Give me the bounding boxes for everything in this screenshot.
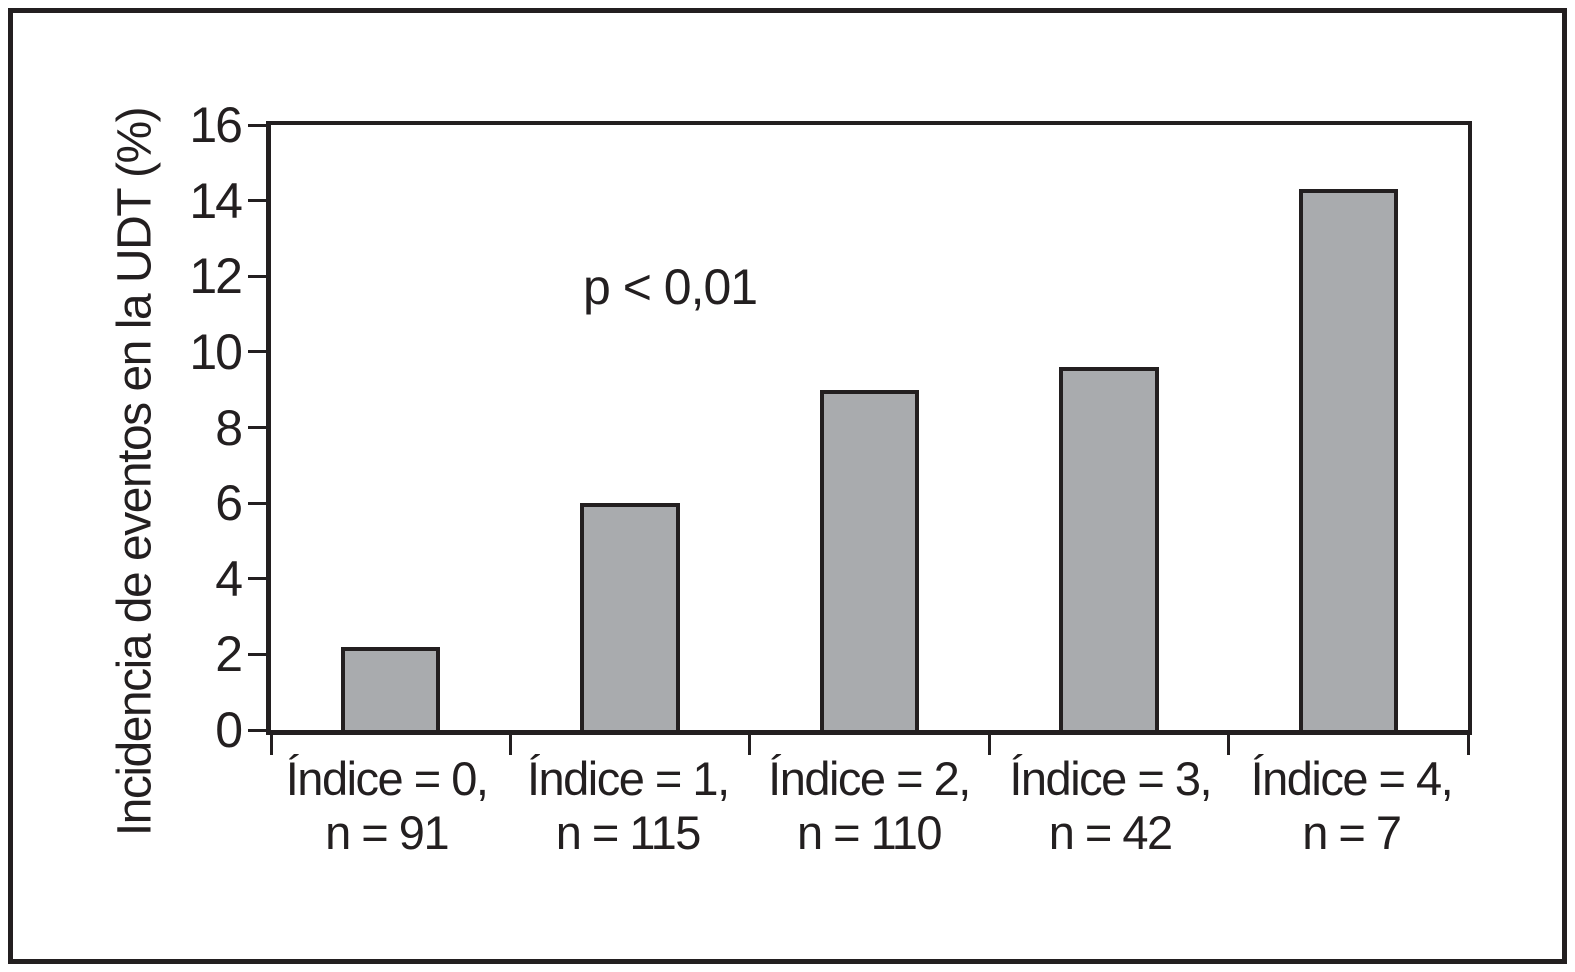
x-tick-mark	[269, 735, 273, 755]
bar-indice-4	[1298, 189, 1398, 730]
x-category-label-line2: n = 42	[1048, 806, 1173, 859]
y-tick-mark	[248, 728, 267, 732]
p-value-annotation: p < 0,01	[583, 259, 758, 315]
y-tick-mark	[248, 274, 267, 278]
x-tick-mark	[1227, 735, 1231, 755]
y-tick-mark	[248, 123, 267, 127]
y-tick-label: 10	[189, 323, 243, 380]
bar-indice-3	[1059, 367, 1159, 730]
y-tick-label: 4	[215, 550, 243, 607]
y-tick-label: 8	[215, 399, 243, 456]
y-tick-label: 12	[189, 248, 243, 305]
x-category-label-line1: Índice = 0,	[285, 752, 489, 805]
y-tick-mark	[248, 501, 267, 505]
x-category-label-line2: n = 91	[325, 806, 449, 859]
x-category-label: Índice = 2, n = 110	[748, 752, 989, 860]
y-tick-mark	[248, 426, 267, 429]
x-tick-mark	[508, 735, 512, 755]
x-category-label-line1: Índice = 3,	[1009, 752, 1212, 805]
y-tick-label: 0	[215, 702, 243, 758]
x-tick-mark	[1466, 735, 1470, 755]
x-axis-labels: Índice = 0, n = 91 Índice = 1, n = 115 Índic…	[266, 752, 1472, 860]
y-tick-label: 6	[215, 475, 243, 532]
y-tick-label: 2	[215, 626, 243, 683]
y-tick-mark	[248, 199, 267, 203]
x-category-label-line2: n = 110	[796, 806, 943, 859]
x-category-label-line2: n = 115	[555, 806, 702, 859]
x-category-label: Índice = 0, n = 91	[266, 752, 507, 860]
bar-slot	[510, 125, 749, 730]
x-category-label-line1: Índice = 1,	[526, 752, 730, 805]
y-tick-label: 14	[189, 172, 243, 229]
bar-indice-1	[580, 503, 680, 730]
x-category-label: Índice = 3, n = 42	[990, 752, 1231, 860]
x-tick-mark	[987, 735, 991, 755]
y-tick-mark	[248, 652, 267, 656]
x-category-label: Índice = 4, n = 7	[1231, 752, 1472, 860]
bar-indice-0	[341, 646, 441, 730]
bar-slot	[750, 125, 989, 730]
x-category-label-line1: Índice = 4,	[1250, 752, 1454, 805]
y-tick-label: 16	[189, 97, 243, 153]
bar-slot	[271, 125, 510, 730]
x-category-label-line2: n = 7	[1302, 806, 1402, 859]
x-category-label: Índice = 1, n = 115	[507, 752, 748, 860]
x-tick-mark	[748, 735, 752, 755]
bar-slot	[1229, 125, 1468, 730]
y-tick-mark	[248, 350, 267, 354]
bar-indice-2	[819, 389, 920, 730]
y-tick-mark	[248, 577, 267, 581]
bar-slot	[989, 125, 1228, 730]
plot-area: 0 2 4 6 8 10 12 14 16	[189, 99, 1472, 756]
x-category-label-line1: Índice = 2,	[768, 752, 971, 805]
